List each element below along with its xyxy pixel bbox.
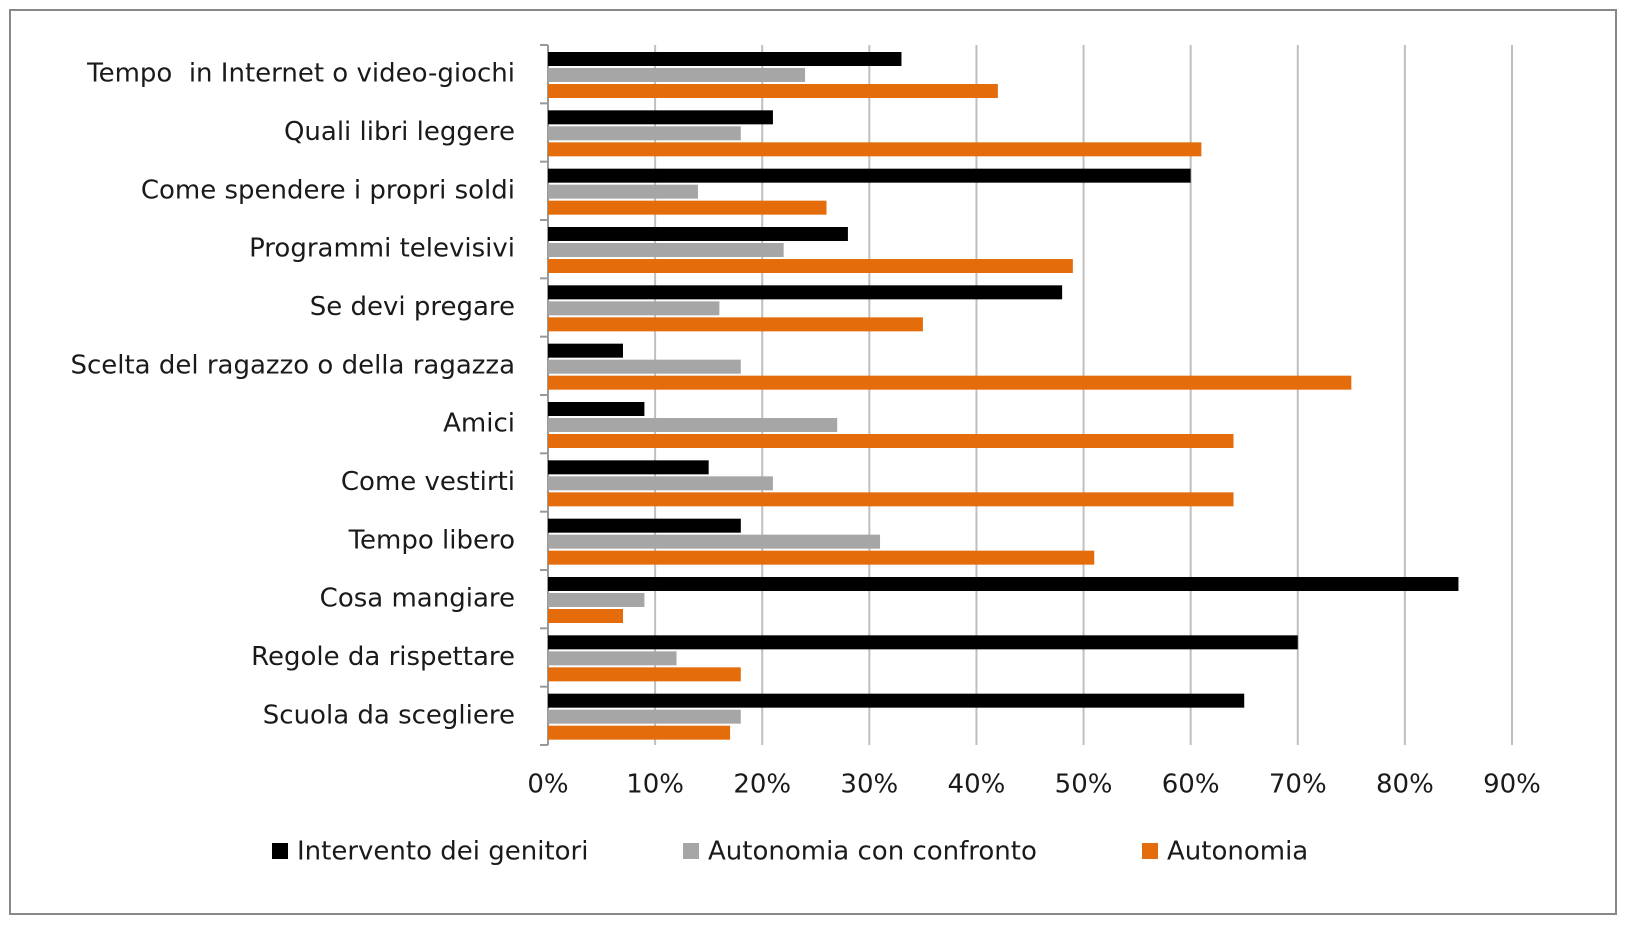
bar <box>548 635 1298 650</box>
bar <box>548 168 1191 183</box>
x-tick-label: 10% <box>626 770 684 800</box>
bar <box>548 434 1234 448</box>
bar <box>548 651 677 666</box>
bar <box>548 693 1245 708</box>
x-tick-label: 50% <box>1055 770 1113 800</box>
bar <box>548 577 1459 591</box>
bar <box>548 593 645 607</box>
bar <box>548 375 1352 390</box>
y-tick-label: Scelta del ragazzo o della ragazza <box>70 350 515 380</box>
chart-frame <box>9 9 1617 915</box>
bar <box>548 476 773 491</box>
legend-swatch <box>683 843 699 859</box>
bar <box>548 52 902 66</box>
bar <box>548 142 1202 157</box>
y-tick-label: Amici <box>443 409 515 439</box>
bar <box>548 460 709 475</box>
bar <box>548 200 827 215</box>
bar <box>548 402 645 416</box>
y-tick-label: Programmi televisivi <box>249 234 515 264</box>
bar <box>548 343 623 358</box>
bar <box>548 301 720 316</box>
bar <box>548 518 741 533</box>
y-tick-label: Scuola da scegliere <box>263 700 515 730</box>
y-tick-label: Tempo in Internet o video-giochi <box>86 59 515 89</box>
y-tick-label: Come vestirti <box>341 467 515 497</box>
legend-swatch <box>1142 843 1158 859</box>
x-tick-label: 90% <box>1483 770 1541 800</box>
bar <box>548 609 623 623</box>
legend-label: Intervento dei genitori <box>297 837 588 867</box>
y-tick-label: Quali libri leggere <box>284 117 515 147</box>
bar <box>548 68 806 82</box>
bar <box>548 709 741 724</box>
x-tick-label: 0% <box>527 770 568 800</box>
legend-label: Autonomia con confronto <box>708 837 1037 867</box>
y-tick-label: Cosa mangiare <box>320 584 515 614</box>
x-tick-label: 70% <box>1269 770 1327 800</box>
x-tick-label: 80% <box>1376 770 1434 800</box>
bar <box>548 550 1095 565</box>
y-tick-label: Se devi pregare <box>310 292 515 322</box>
bar <box>548 725 731 740</box>
x-tick-label: 20% <box>733 770 791 800</box>
bar <box>548 534 881 549</box>
bar <box>548 184 698 199</box>
bar <box>548 110 773 125</box>
legend-label: Autonomia <box>1167 837 1308 867</box>
y-tick-label: Regole da rispettare <box>251 642 515 672</box>
bar <box>548 84 998 98</box>
x-tick-label: 40% <box>948 770 1006 800</box>
bar <box>548 285 1063 300</box>
bar <box>548 243 784 257</box>
bar <box>548 667 741 682</box>
bar <box>548 359 741 374</box>
bar <box>548 227 848 241</box>
x-tick-label: 60% <box>1162 770 1220 800</box>
x-tick-label: 30% <box>840 770 898 800</box>
y-tick-label: Tempo libero <box>348 525 515 555</box>
bar <box>548 418 838 432</box>
legend-swatch <box>272 843 288 859</box>
bar <box>548 259 1073 273</box>
bar <box>548 492 1234 507</box>
bar <box>548 317 923 332</box>
bar <box>548 126 741 141</box>
y-tick-label: Come spendere i propri soldi <box>141 175 515 205</box>
